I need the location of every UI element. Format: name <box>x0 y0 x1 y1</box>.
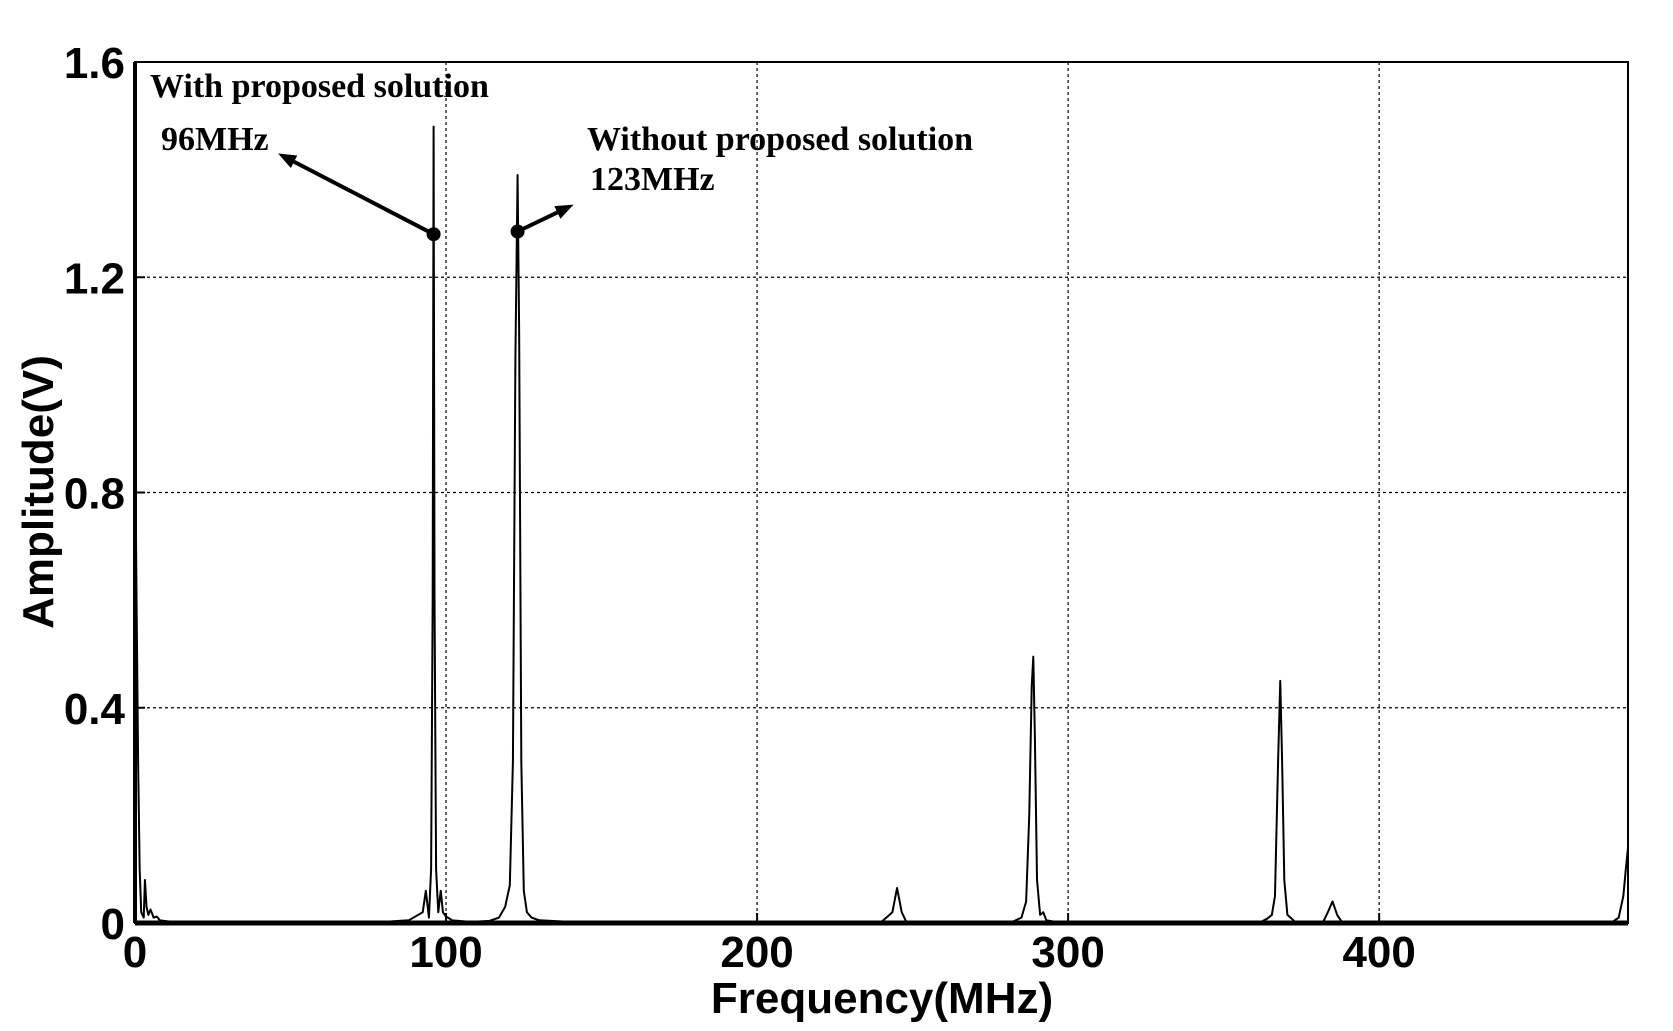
data-point <box>1020 917 1023 919</box>
y-tick-label: 0.8 <box>64 470 125 519</box>
data-point <box>1286 914 1289 916</box>
annotation-with-arrow-head <box>278 153 298 168</box>
y-tick-label: 1.6 <box>64 39 125 88</box>
x-tick-label: 300 <box>1031 928 1104 977</box>
x-tick-label: 400 <box>1342 928 1415 977</box>
data-point <box>1266 918 1268 920</box>
data-point <box>518 330 520 332</box>
annotation-without-freq: 123MHz <box>590 161 715 198</box>
data-point <box>891 911 893 913</box>
data-point <box>440 890 442 892</box>
data-point <box>144 879 146 881</box>
data-point <box>1025 900 1027 903</box>
y-tick-label: 1.2 <box>64 254 125 303</box>
data-point <box>1622 895 1624 897</box>
data-point <box>442 911 444 913</box>
annotations: With proposed solution 96MHz Without pro… <box>150 68 973 242</box>
data-point <box>1271 914 1273 916</box>
data-point <box>901 911 903 913</box>
data-point <box>1289 917 1292 919</box>
x-tick-label: 200 <box>720 928 793 977</box>
data-point <box>1028 814 1030 816</box>
x-tick-label: 100 <box>409 928 482 977</box>
annotation-with-title: With proposed solution <box>150 68 489 105</box>
data-point <box>140 911 142 913</box>
data-point <box>509 884 511 886</box>
data-point <box>143 917 145 919</box>
series-line-0 <box>134 125 1629 923</box>
data-point <box>516 174 519 176</box>
data-point <box>520 760 522 763</box>
annotation-with-freq: 96MHz <box>161 121 269 158</box>
annotation-with-marker <box>426 227 441 242</box>
data-point <box>1327 911 1329 913</box>
data-point <box>149 908 152 911</box>
data-point <box>896 887 898 889</box>
x-axis-label: Frequency(MHz) <box>711 974 1053 1023</box>
data-point <box>137 760 139 763</box>
data-point <box>514 357 517 359</box>
data-point <box>523 890 525 892</box>
data-point <box>1627 847 1629 849</box>
data-point <box>498 917 500 919</box>
data-point <box>422 911 424 913</box>
data-point <box>147 914 149 916</box>
data-point <box>1277 760 1279 763</box>
data-point <box>1036 879 1038 881</box>
annotation-without-arrow-head <box>554 204 574 219</box>
data-point <box>1281 760 1283 763</box>
data-point <box>425 890 427 892</box>
y-tick-label: 0.4 <box>64 685 126 734</box>
data-point <box>1279 680 1281 682</box>
data-point <box>156 915 158 918</box>
annotation-with-arrow-line <box>293 159 435 236</box>
y-tick-label: 0 <box>101 900 125 949</box>
data-point <box>417 914 419 916</box>
data-point <box>1331 900 1334 903</box>
data-point <box>1336 914 1338 916</box>
data-point <box>1274 895 1276 897</box>
data-point <box>437 911 439 913</box>
data-point <box>526 911 528 913</box>
data-point <box>1618 917 1620 919</box>
y-axis-label: Amplitude(V) <box>14 355 63 629</box>
data-point <box>512 760 514 763</box>
data-point <box>433 125 435 128</box>
data-point <box>432 599 434 601</box>
data-point <box>428 917 430 919</box>
data-point <box>435 868 437 870</box>
data-point <box>1032 656 1034 658</box>
data-point <box>145 906 148 908</box>
data-point <box>1034 734 1036 736</box>
annotation-without-marker <box>510 224 525 239</box>
data-point <box>504 906 506 908</box>
data-point <box>430 868 432 870</box>
data-point <box>1625 868 1627 870</box>
data-point <box>139 868 141 870</box>
series-layer <box>134 125 1629 923</box>
data-point <box>433 599 436 601</box>
annotation-without-arrow-line <box>516 210 559 234</box>
data-point <box>1042 911 1044 913</box>
ticks: 0 100 200 300 400 0 0.4 0.8 1.2 1.6 <box>64 39 1416 977</box>
data-point <box>1031 685 1033 687</box>
data-point <box>1039 914 1041 916</box>
annotation-without-title: Without proposed solution <box>587 121 973 158</box>
grid <box>135 62 1628 923</box>
x-tick-label: 0 <box>123 928 147 977</box>
data-point <box>153 917 155 919</box>
data-point <box>1283 879 1285 881</box>
data-point <box>530 917 533 919</box>
